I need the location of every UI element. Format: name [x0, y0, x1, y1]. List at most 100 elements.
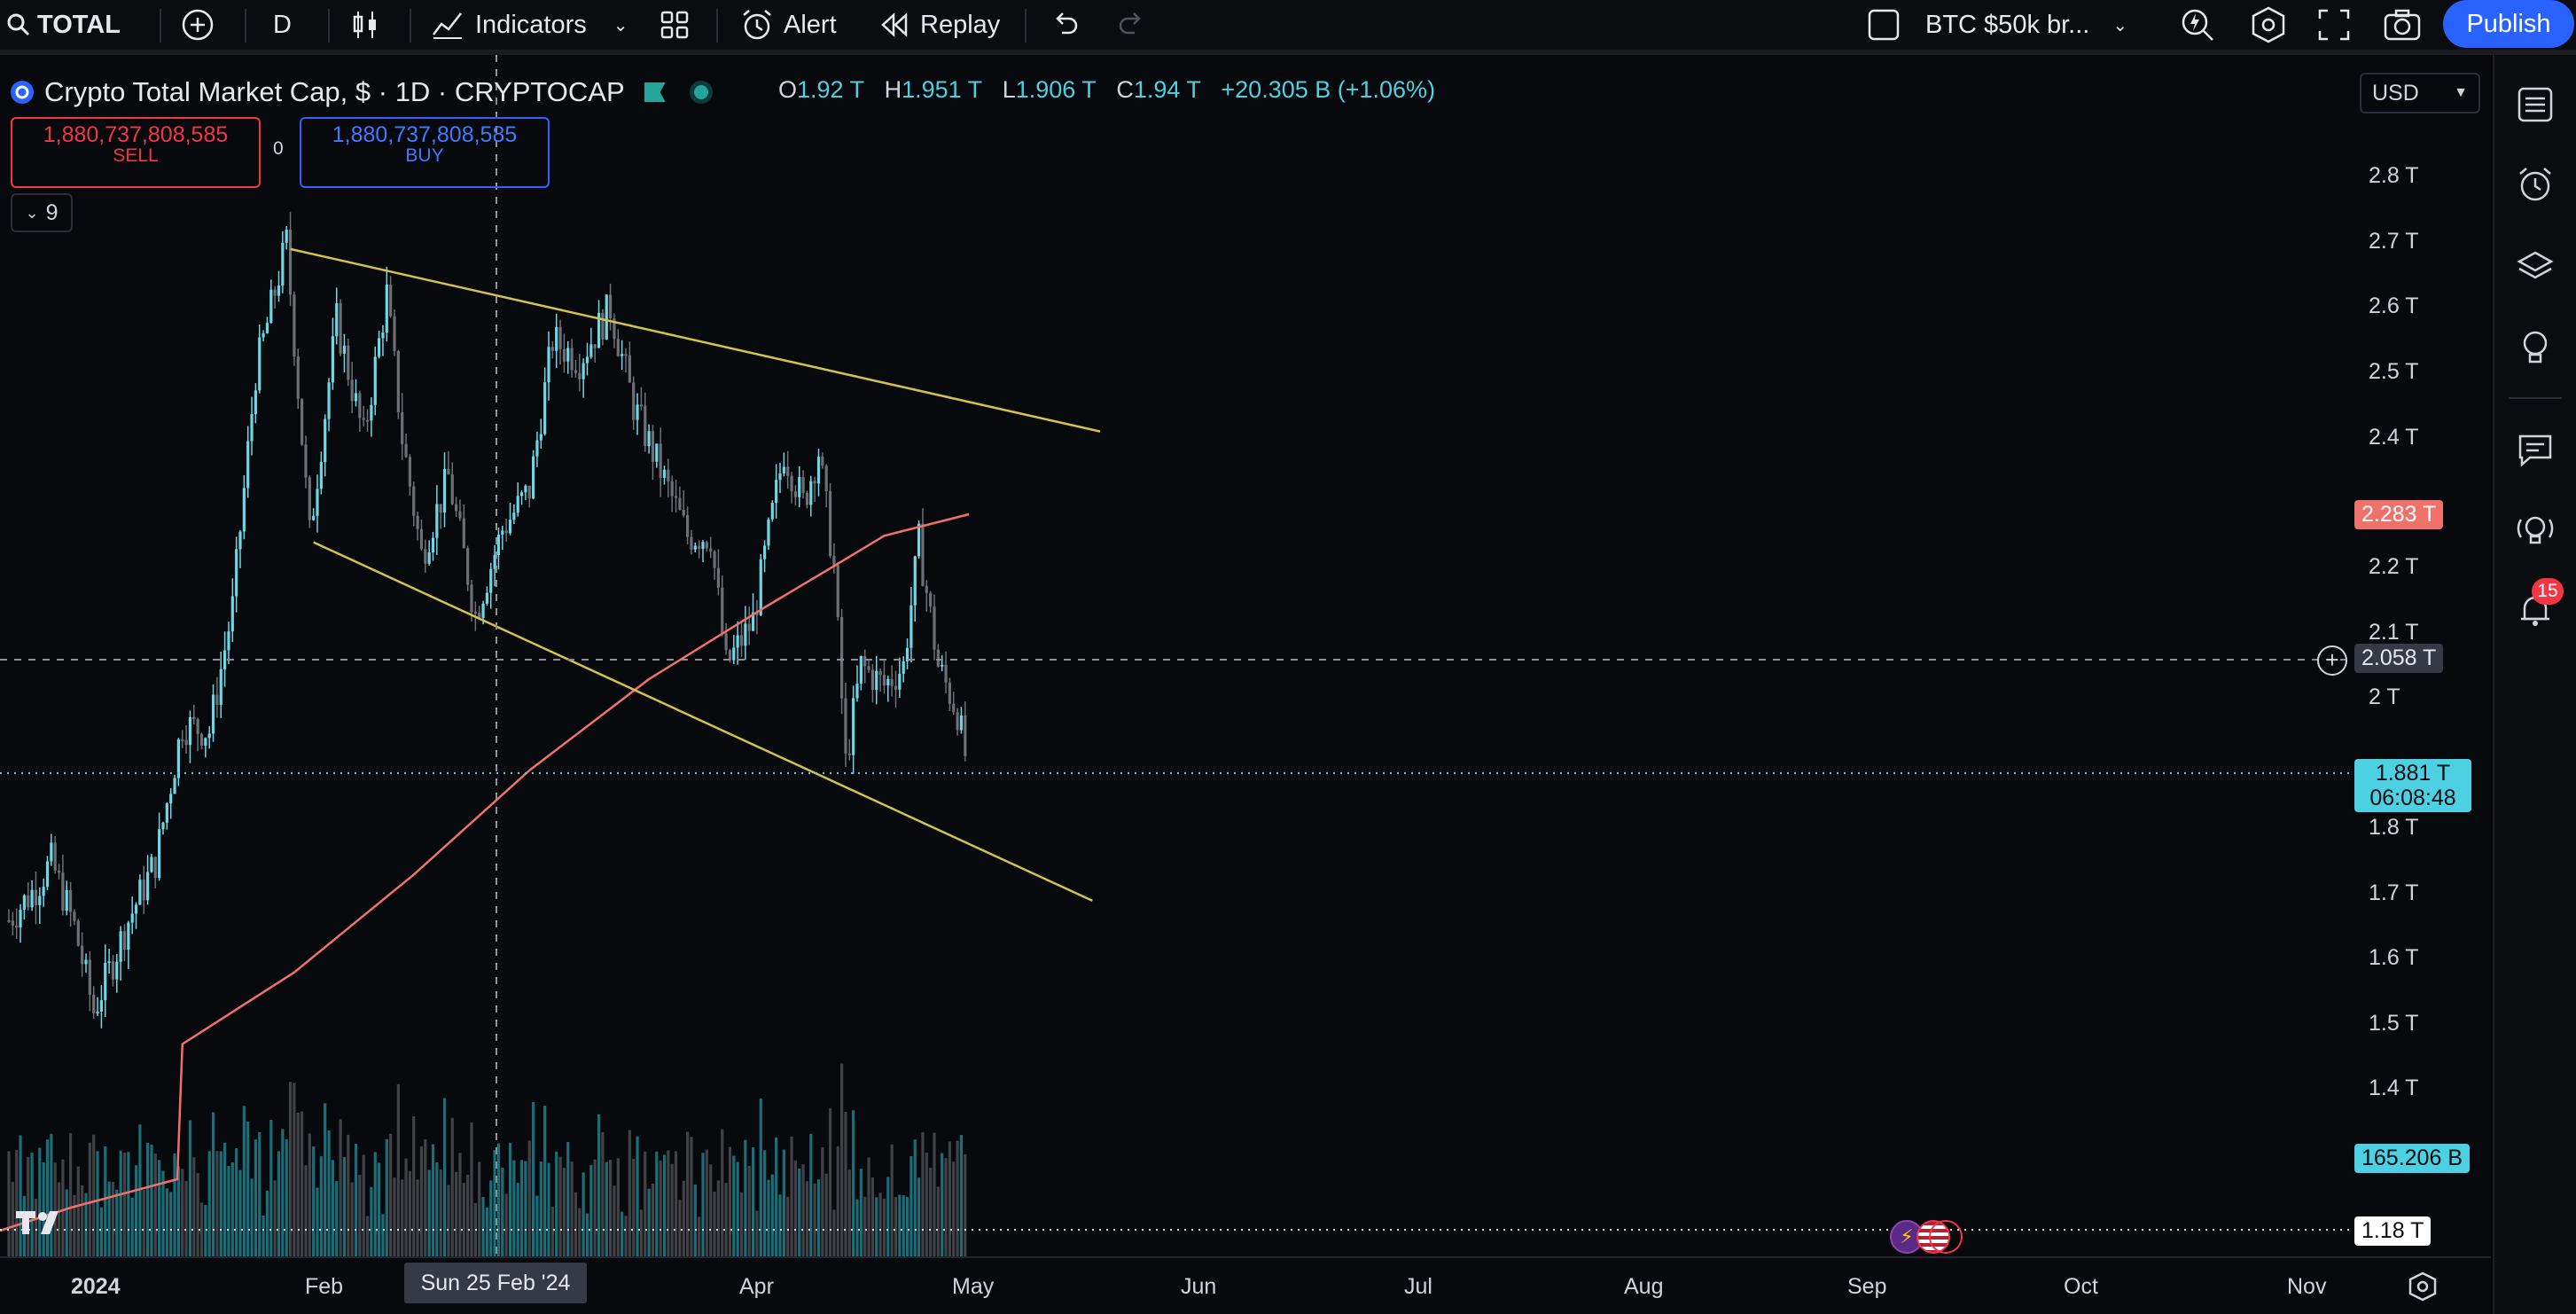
volume-bar [840, 1063, 844, 1257]
screenshot-button[interactable] [2383, 0, 2422, 50]
event-badges[interactable]: ⚡ [1890, 1220, 1963, 1254]
symbol-search[interactable]: TOTAL [5, 0, 121, 50]
fullscreen-button[interactable] [2317, 0, 2351, 50]
candle-body [119, 931, 122, 962]
templates-button[interactable] [660, 0, 690, 50]
volume-bar [535, 1195, 539, 1257]
volume-bar [192, 1157, 196, 1257]
price-tick: 2.1 T [2369, 620, 2419, 645]
volume-bar [489, 1180, 493, 1257]
chart-type-button[interactable] [349, 0, 381, 50]
checkbox-icon [1868, 9, 1900, 41]
candle-body [69, 889, 73, 912]
indicators-button[interactable]: Indicators ⌄ [431, 0, 628, 50]
sell-button[interactable]: 1,880,737,808,585 SELL [11, 117, 261, 188]
candle-body [898, 673, 902, 690]
alert-button[interactable]: Alert [739, 0, 837, 50]
volume-bar [713, 1191, 716, 1257]
price-tick: 2 T [2369, 684, 2400, 709]
lightning-search-icon [2182, 9, 2213, 41]
volume-bar [227, 1166, 230, 1257]
candle-body [111, 961, 115, 980]
volume-bar [324, 1103, 327, 1257]
candle-body [621, 354, 624, 356]
candle-body [30, 889, 34, 908]
volume-bar [824, 1173, 828, 1257]
buy-button[interactable]: 1,880,737,808,585 BUY [300, 117, 550, 188]
toolbar-divider [716, 9, 718, 43]
candle-body [747, 623, 751, 631]
candle-body [836, 565, 839, 617]
candle-body [53, 842, 57, 871]
volume-bar [381, 1214, 385, 1257]
volume-bar [670, 1163, 674, 1257]
volume-bar [285, 1138, 288, 1257]
layers-icon[interactable] [2516, 248, 2555, 287]
candle-body [181, 739, 184, 741]
volume-bar [870, 1177, 874, 1257]
volume-bar [755, 1210, 759, 1257]
watchlist-checkbox[interactable] [1867, 0, 1901, 50]
add-alert-icon[interactable]: + [2317, 645, 2347, 676]
candle-body [890, 678, 894, 686]
price-tick: 1.8 T [2369, 815, 2419, 840]
volume-bar [751, 1146, 755, 1257]
watchlist-icon[interactable] [2516, 85, 2555, 124]
volume-bar [555, 1151, 558, 1257]
chart-pane[interactable] [0, 55, 2491, 1314]
volume-bar [158, 1160, 161, 1257]
volume-bar [254, 1139, 257, 1257]
alarm-clock-icon[interactable] [2516, 165, 2555, 204]
candle-body [378, 338, 381, 357]
market-status-icon [644, 82, 666, 102]
volume-bar [45, 1139, 50, 1257]
candle-body [647, 431, 651, 447]
watch-selector[interactable]: BTC $50k br... ⌄ [1925, 0, 2127, 50]
interval-label: D [273, 10, 292, 39]
candle-body [45, 861, 50, 888]
volume-bar [455, 1171, 458, 1257]
publish-button[interactable]: Publish [2443, 0, 2574, 48]
currency-selector[interactable]: USD ▼ [2360, 73, 2480, 113]
candle-body [535, 440, 539, 457]
settings-button[interactable] [2250, 0, 2287, 50]
ideas-stream-icon[interactable] [2516, 511, 2555, 550]
candle-body [678, 497, 682, 511]
lightbulb-icon[interactable] [2516, 328, 2555, 367]
candle-body [816, 457, 821, 484]
candle-body [308, 477, 311, 520]
redo-button[interactable] [1117, 0, 1147, 50]
volume-bar [701, 1153, 705, 1257]
upper-trendline[interactable] [290, 247, 1101, 433]
lower-trendline[interactable] [313, 541, 1093, 902]
volume-bar [92, 1134, 96, 1257]
candle-body [852, 698, 855, 755]
replay-button[interactable]: Replay [879, 0, 1000, 50]
volume-bar [867, 1157, 870, 1257]
candle-body [22, 895, 26, 911]
chat-icon[interactable] [2516, 431, 2555, 470]
volume-bar [574, 1192, 578, 1257]
indicators-toggle[interactable]: ⌄ 9 [11, 193, 73, 232]
candles [7, 212, 967, 1029]
undo-button[interactable] [1050, 0, 1080, 50]
quick-search-button[interactable] [2179, 0, 2216, 50]
volume-bar [365, 1216, 370, 1257]
tradingview-logo [14, 1208, 73, 1242]
event-stack-icon[interactable] [1929, 1220, 1963, 1254]
compare-button[interactable] [181, 0, 215, 50]
interval-button[interactable]: D [273, 0, 292, 50]
time-axis-settings[interactable] [2408, 1271, 2438, 1306]
candle-body [293, 294, 296, 357]
candle-body [624, 354, 628, 356]
volume-bar [277, 1151, 281, 1257]
candle-body [686, 515, 690, 537]
candle-body [519, 492, 524, 497]
candle-body [458, 511, 462, 519]
volume-bar [674, 1151, 678, 1257]
symbol-header[interactable]: Crypto Total Market Cap, $ · 1D · CRYPTO… [9, 76, 708, 108]
candle-body [104, 962, 107, 1001]
candle-body [855, 684, 859, 699]
candle-body [562, 348, 566, 362]
